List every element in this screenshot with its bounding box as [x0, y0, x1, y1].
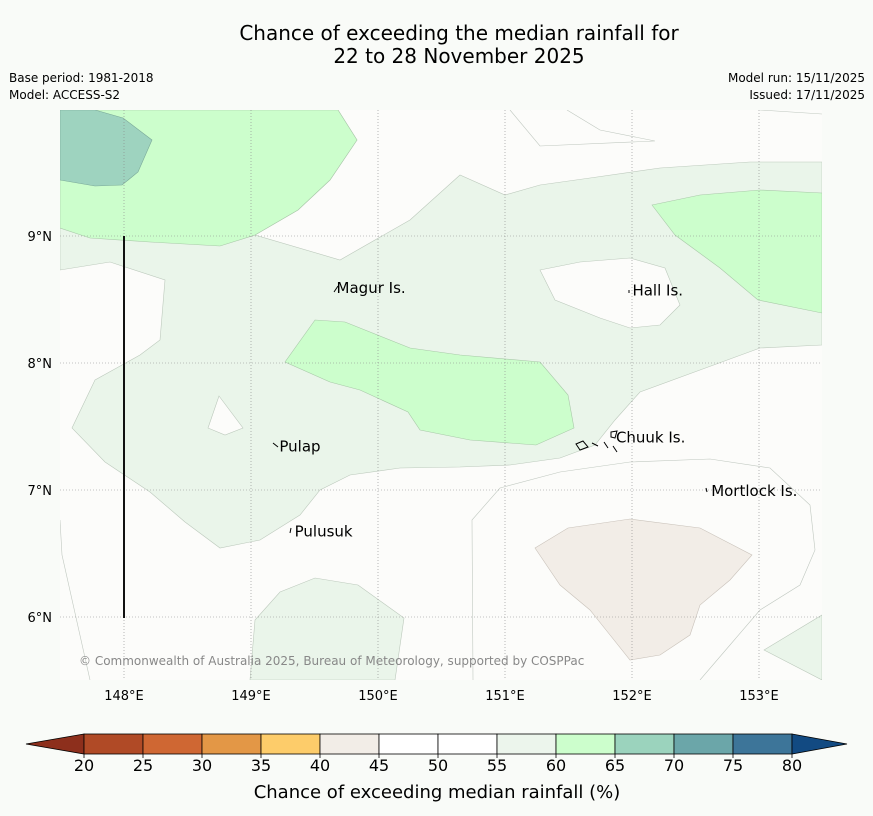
place-label-3: Chuuk Is. — [616, 429, 685, 447]
longitude-tick-labels: 148°E 149°E 150°E 151°E 152°E 153°E — [104, 689, 779, 704]
colorbar-segment-11 — [732, 733, 793, 755]
colorbar-tick-10: 70 — [664, 756, 684, 775]
region-45-50-small — [207, 395, 244, 436]
lon-tick-2: 150°E — [358, 689, 398, 704]
place-label-5: Pulusuk — [295, 523, 353, 541]
region-55-60-bottom — [249, 577, 405, 680]
lon-tick-1: 149°E — [231, 689, 271, 704]
issued-date: Issued: 17/11/2025 — [749, 88, 865, 102]
colorbar-segment-0 — [83, 733, 144, 755]
colorbar-tick-9: 65 — [605, 756, 625, 775]
colorbar-tick-7: 55 — [487, 756, 507, 775]
title-line-2: 22 to 28 November 2025 — [333, 44, 585, 68]
colorbar-tick-3: 35 — [251, 756, 271, 775]
colorbar-tick-4: 40 — [310, 756, 330, 775]
colorbar-tick-11: 75 — [723, 756, 743, 775]
colorbar-over-arrow — [791, 733, 848, 755]
lon-tick-3: 151°E — [485, 689, 525, 704]
colorbar-segment-2 — [201, 733, 262, 755]
region-65-70-corner — [60, 110, 153, 187]
lat-tick-3: 6°N — [28, 611, 53, 626]
title-line-1: Chance of exceeding the median rainfall … — [239, 21, 679, 45]
place-labels: Magur Is. Hall Is. Pulap Chuuk Is. Mortlock … — [279, 279, 797, 541]
lat-tick-0: 9°N — [28, 230, 53, 245]
colorbar-title: Chance of exceeding median rainfall (%) — [254, 782, 621, 803]
colorbar-segment-8 — [555, 733, 616, 755]
colorbar-tick-0: 20 — [74, 756, 94, 775]
colorbar: 20 25 30 35 40 45 50 55 60 65 70 75 80 Chance of exce… — [25, 733, 848, 803]
lon-tick-5: 153°E — [739, 689, 779, 704]
lon-tick-0: 148°E — [104, 689, 144, 704]
colorbar-segment-7 — [496, 733, 557, 755]
colorbar-segment-5 — [378, 733, 439, 755]
colorbar-segment-4 — [319, 733, 380, 755]
region-45-50-hall — [539, 257, 681, 329]
island-pulap — [272, 442, 279, 448]
base-period: Base period: 1981-2018 — [9, 71, 154, 85]
meta-left: Base period: 1981-2018 Model: ACCESS-S2 — [9, 70, 154, 104]
colorbar-tick-5: 45 — [369, 756, 389, 775]
colorbar-tick-6: 50 — [428, 756, 448, 775]
colorbar-segment-1 — [142, 733, 203, 755]
region-60-65-right — [651, 189, 822, 314]
colorbar-tick-8: 60 — [546, 756, 566, 775]
model-run: Model run: 15/11/2025 — [727, 71, 865, 85]
place-label-0: Magur Is. — [337, 279, 406, 297]
region-55-60-bottomright — [763, 614, 822, 680]
colorbar-segment-3 — [260, 733, 321, 755]
model-name: Model: ACCESS-S2 — [9, 88, 121, 102]
colorbar-tick-12: 80 — [782, 756, 802, 775]
place-label-1: Hall Is. — [632, 281, 683, 299]
contour-line-top — [509, 110, 656, 147]
colorbar-segment-6 — [437, 733, 498, 755]
colorbar-segment-10 — [673, 733, 734, 755]
island-mortlock — [705, 487, 708, 493]
colorbar-segment-9 — [614, 733, 675, 755]
island-chuuk — [575, 430, 618, 453]
region-60-65-middle — [284, 319, 575, 446]
map-area: © Commonwealth of Australia 2025, Bureau… — [60, 110, 822, 680]
place-label-2: Pulap — [279, 438, 320, 456]
copyright-notice: © Commonwealth of Australia 2025, Bureau… — [79, 654, 584, 668]
meta-right: Model run: 15/11/2025 Issued: 17/11/2025 — [728, 70, 865, 104]
chart-title: Chance of exceeding the median rainfall … — [0, 22, 873, 68]
colorbar-tick-2: 30 — [192, 756, 212, 775]
lat-tick-2: 7°N — [28, 484, 53, 499]
contour-line-left — [60, 519, 91, 680]
region-40-45-south — [534, 518, 753, 661]
colorbar-tick-1: 25 — [133, 756, 153, 775]
island-shapes — [272, 285, 708, 534]
island-magur — [333, 285, 339, 293]
contour-line-ring — [471, 458, 816, 680]
island-pulusuk — [289, 527, 292, 534]
lat-tick-1: 8°N — [28, 357, 53, 372]
place-label-4: Mortlock Is. — [711, 482, 797, 500]
lon-tick-4: 152°E — [612, 689, 652, 704]
colorbar-under-arrow — [25, 733, 85, 755]
contour-line-topright — [759, 110, 822, 115]
latitude-tick-labels: 9°N 8°N 7°N 6°N — [28, 230, 53, 626]
